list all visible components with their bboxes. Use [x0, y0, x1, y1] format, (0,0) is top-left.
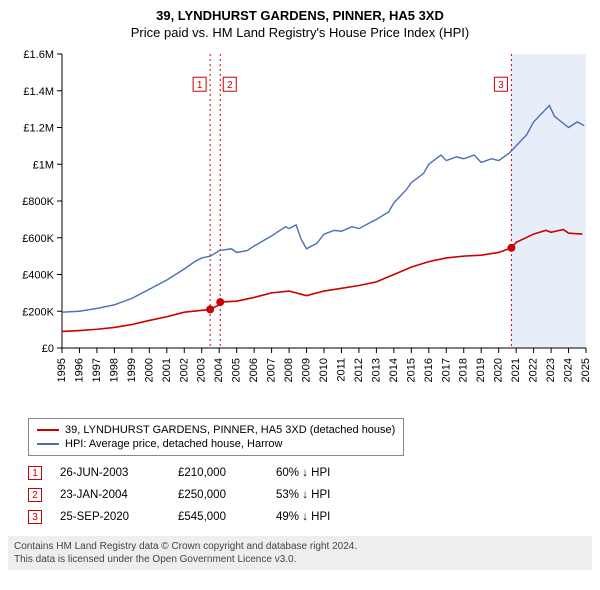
x-tick-label: 2018	[458, 358, 470, 382]
legend-row: HPI: Average price, detached house, Harr…	[37, 437, 395, 451]
legend-swatch	[37, 443, 59, 445]
x-tick-label: 2002	[178, 358, 190, 382]
x-tick-label: 2014	[388, 358, 400, 382]
x-tick-label: 2007	[266, 358, 278, 382]
x-tick-label: 2006	[248, 358, 260, 382]
legend-swatch	[37, 429, 59, 431]
event-delta: 53% ↓ HPI	[276, 489, 330, 501]
event-row: 2 23-JAN-2004 £250,000 53% ↓ HPI	[28, 484, 592, 506]
series-price_paid	[62, 229, 583, 331]
x-tick-label: 2021	[510, 358, 522, 382]
y-tick-label: £600K	[22, 233, 54, 245]
event-price: £250,000	[178, 489, 258, 501]
chart-subtitle: Price paid vs. HM Land Registry's House …	[8, 25, 592, 40]
x-tick-label: 1998	[108, 358, 120, 382]
event-row: 3 25-SEP-2020 £545,000 49% ↓ HPI	[28, 506, 592, 528]
x-tick-label: 2000	[143, 358, 155, 382]
x-tick-label: 2025	[580, 358, 592, 382]
x-tick-label: 2011	[335, 358, 347, 382]
x-tick-label: 1996	[73, 358, 85, 382]
event-row: 1 26-JUN-2003 £210,000 60% ↓ HPI	[28, 462, 592, 484]
x-tick-label: 2013	[370, 358, 382, 382]
chart-svg: 1 2 3 £0 £200K £400K £600K £800K £1M £1.2M £1.4M £1…	[8, 48, 592, 408]
y-tick-label: £800K	[22, 196, 54, 208]
x-tick-label: 2008	[283, 358, 295, 382]
footer-line1: Contains HM Land Registry data © Crown c…	[14, 540, 586, 553]
x-tick-label: 2022	[528, 358, 540, 382]
x-tick-label: 2015	[405, 358, 417, 382]
event-date: 25-SEP-2020	[60, 511, 160, 523]
event-marker-number: 1	[197, 80, 203, 91]
y-tick-label: £400K	[22, 270, 54, 282]
x-tick-label: 2016	[423, 358, 435, 382]
y-tick-label: £1.6M	[23, 49, 54, 61]
footer-attribution: Contains HM Land Registry data © Crown c…	[8, 536, 592, 570]
event-date: 26-JUN-2003	[60, 467, 160, 479]
x-tick-label: 2009	[301, 358, 313, 382]
x-tick-label: 2010	[318, 358, 330, 382]
footer-line2: This data is licensed under the Open Gov…	[14, 553, 586, 566]
events-table: 1 26-JUN-2003 £210,000 60% ↓ HPI 2 23-JAN-200…	[28, 462, 592, 528]
x-tick-label: 2020	[493, 358, 505, 382]
event-number-box: 2	[28, 488, 42, 502]
event-delta: 49% ↓ HPI	[276, 511, 330, 523]
x-tick-label: 2019	[475, 358, 487, 382]
series-hpi	[62, 105, 584, 312]
event-price: £545,000	[178, 511, 258, 523]
x-tick-label: 2023	[545, 358, 557, 382]
legend-row: 39, LYNDHURST GARDENS, PINNER, HA5 3XD (…	[37, 423, 395, 437]
x-tick-label: 1997	[91, 358, 103, 382]
event-date: 23-JAN-2004	[60, 489, 160, 501]
x-tick-label: 2005	[231, 358, 243, 382]
x-tick-label: 2001	[161, 358, 173, 382]
chart-title: 39, LYNDHURST GARDENS, PINNER, HA5 3XD	[8, 8, 592, 23]
x-tick-label: 1999	[126, 358, 138, 382]
x-tick-label: 2012	[353, 358, 365, 382]
x-tick-label: 2024	[563, 358, 575, 382]
event-number-box: 1	[28, 466, 42, 480]
chart-area: 1 2 3 £0 £200K £400K £600K £800K £1M £1.2M £1.4M £1…	[8, 48, 592, 408]
event-price: £210,000	[178, 467, 258, 479]
x-tick-label: 2017	[440, 358, 452, 382]
event-point-marker	[206, 305, 214, 313]
shaded-future-region	[511, 54, 586, 348]
x-tick-label: 1995	[56, 358, 68, 382]
event-marker-number: 2	[227, 80, 233, 91]
y-tick-label: £1.2M	[23, 123, 54, 135]
event-number-box: 3	[28, 510, 42, 524]
y-tick-label: £0	[42, 343, 54, 355]
legend-label: 39, LYNDHURST GARDENS, PINNER, HA5 3XD (…	[65, 424, 395, 436]
x-tick-label: 2003	[196, 358, 208, 382]
chart-titles: 39, LYNDHURST GARDENS, PINNER, HA5 3XD P…	[8, 8, 592, 40]
event-point-marker	[507, 244, 515, 252]
event-point-marker	[216, 298, 224, 306]
event-marker-number: 3	[498, 80, 504, 91]
y-tick-label: £1.4M	[23, 86, 54, 98]
event-delta: 60% ↓ HPI	[276, 467, 330, 479]
x-tick-label: 2004	[213, 358, 225, 382]
y-tick-label: £200K	[22, 306, 54, 318]
legend-label: HPI: Average price, detached house, Harr…	[65, 438, 282, 450]
legend: 39, LYNDHURST GARDENS, PINNER, HA5 3XD (…	[28, 418, 404, 456]
y-tick-label: £1M	[33, 159, 54, 171]
